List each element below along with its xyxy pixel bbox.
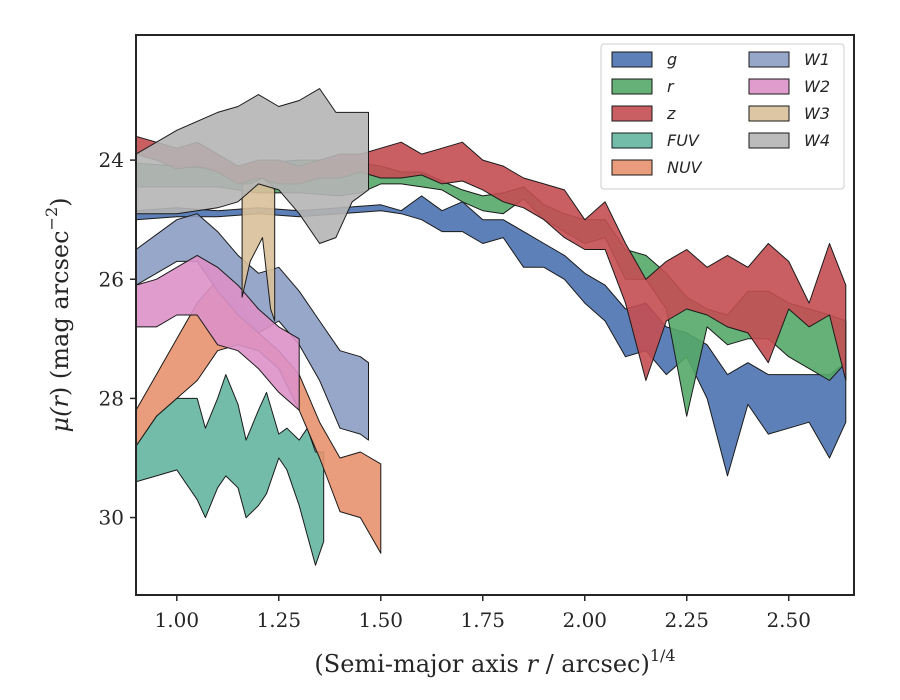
legend-label-w4: W4 xyxy=(804,131,830,150)
x-tick-label: 2.00 xyxy=(562,608,607,632)
x-tick-label: 1.75 xyxy=(460,608,505,632)
x-axis-label: (Semi-major axis r / arcsec)1/4 xyxy=(314,646,675,678)
y-tick-label: 28 xyxy=(99,386,124,410)
legend-swatch-w2 xyxy=(748,78,790,95)
profile-bands xyxy=(136,88,847,566)
band-w4 xyxy=(136,88,369,244)
legend-swatch-w4 xyxy=(748,132,790,149)
band-w2 xyxy=(136,254,300,411)
legend-swatch-fuv xyxy=(611,132,653,149)
legend-swatch-w3 xyxy=(748,105,790,122)
x-tick-label: 1.00 xyxy=(155,608,200,632)
y-tick-label: 26 xyxy=(99,267,124,291)
x-tick-label: 2.25 xyxy=(664,608,709,632)
legend-swatch-g xyxy=(611,51,653,68)
legend-swatch-z xyxy=(611,105,653,122)
x-axis-ticks: 1.00 1.25 1.50 1.75 2.00 2.25 2.50 xyxy=(155,595,811,632)
legend-label-nuv: NUV xyxy=(667,158,703,177)
legend-swatch-w1 xyxy=(748,51,790,68)
x-tick-label: 1.25 xyxy=(257,608,302,632)
legend-label-r: r xyxy=(667,77,675,96)
legend-swatch-r xyxy=(611,78,653,95)
y-tick-label: 24 xyxy=(99,148,124,172)
legend-label-w2: W2 xyxy=(804,77,830,96)
legend-label-z: z xyxy=(666,104,676,123)
legend-label-w3: W3 xyxy=(804,104,830,123)
y-axis-label: μ(r) (mag arcsec−2) xyxy=(42,197,74,432)
legend-label-w1: W1 xyxy=(804,50,830,69)
legend-swatch-nuv xyxy=(611,159,653,176)
plot-frame xyxy=(135,34,855,596)
legend-label-fuv: FUV xyxy=(667,131,700,150)
band-fuv xyxy=(136,374,325,566)
legend-label-g: g xyxy=(667,50,677,69)
y-tick-label: 30 xyxy=(99,506,124,530)
x-tick-label: 1.50 xyxy=(359,608,404,632)
legend: grz FUV NUV W1 W2 W3 W4 xyxy=(600,43,845,190)
x-tick-label: 2.50 xyxy=(766,608,811,632)
y-axis-ticks: 24 26 28 30 xyxy=(99,148,136,530)
